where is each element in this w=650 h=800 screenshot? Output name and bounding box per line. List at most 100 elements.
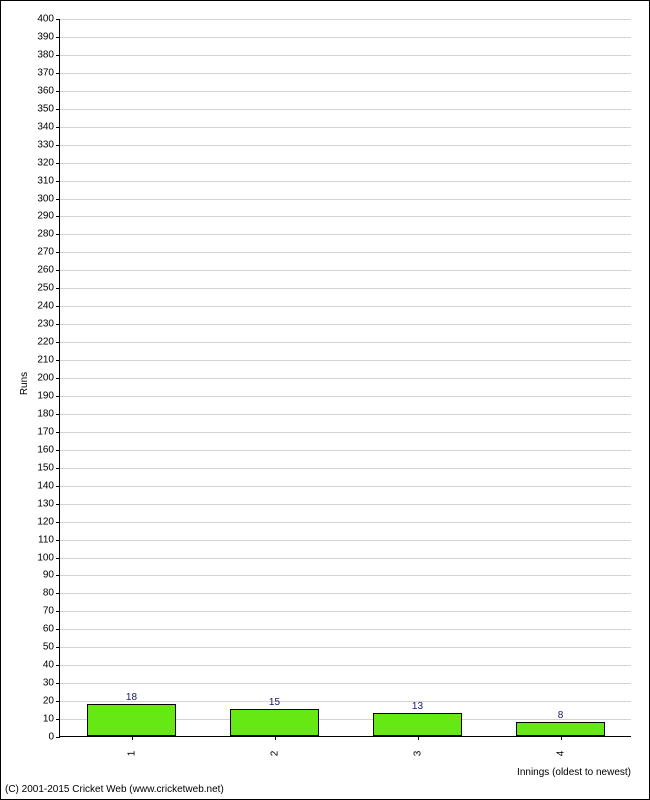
y-tick-mark	[56, 163, 60, 164]
y-tick-label: 230	[37, 319, 54, 330]
gridline	[60, 665, 631, 666]
y-tick-mark	[56, 629, 60, 630]
y-tick-mark	[56, 701, 60, 702]
y-tick-mark	[56, 55, 60, 56]
gridline	[60, 342, 631, 343]
gridline	[60, 324, 631, 325]
y-tick-mark	[56, 665, 60, 666]
gridline	[60, 450, 631, 451]
gridline	[60, 683, 631, 684]
y-tick-mark	[56, 450, 60, 451]
x-tick-mark	[132, 736, 133, 740]
y-tick-label: 80	[43, 588, 54, 599]
y-tick-label: 240	[37, 301, 54, 312]
gridline	[60, 486, 631, 487]
y-tick-mark	[56, 468, 60, 469]
y-tick-mark	[56, 324, 60, 325]
y-tick-label: 70	[43, 606, 54, 617]
y-tick-mark	[56, 306, 60, 307]
y-axis-title: Runs	[19, 372, 30, 395]
y-tick-mark	[56, 504, 60, 505]
y-tick-label: 170	[37, 426, 54, 437]
y-tick-label: 0	[48, 732, 54, 743]
y-tick-mark	[56, 342, 60, 343]
y-tick-label: 280	[37, 229, 54, 240]
gridline	[60, 37, 631, 38]
y-tick-mark	[56, 127, 60, 128]
y-tick-mark	[56, 522, 60, 523]
gridline	[60, 504, 631, 505]
x-tick-label: 1	[126, 751, 137, 757]
y-tick-mark	[56, 558, 60, 559]
y-tick-label: 390	[37, 31, 54, 42]
gridline	[60, 109, 631, 110]
x-tick-label: 2	[269, 751, 280, 757]
y-tick-label: 130	[37, 498, 54, 509]
y-tick-label: 150	[37, 462, 54, 473]
bar-value-label: 15	[269, 697, 280, 708]
y-tick-label: 250	[37, 283, 54, 294]
x-tick-label: 3	[412, 751, 423, 757]
x-axis-title: Innings (oldest to newest)	[517, 767, 631, 778]
bar: 18	[87, 704, 176, 736]
y-tick-label: 10	[43, 714, 54, 725]
plot-area: 0102030405060708090100110120130140150160…	[59, 19, 631, 737]
y-tick-label: 140	[37, 480, 54, 491]
gridline	[60, 396, 631, 397]
gridline	[60, 540, 631, 541]
gridline	[60, 252, 631, 253]
y-tick-label: 260	[37, 265, 54, 276]
gridline	[60, 378, 631, 379]
gridline	[60, 234, 631, 235]
y-tick-mark	[56, 432, 60, 433]
y-tick-label: 50	[43, 642, 54, 653]
y-tick-mark	[56, 19, 60, 20]
y-tick-mark	[56, 360, 60, 361]
y-tick-label: 20	[43, 696, 54, 707]
gridline	[60, 414, 631, 415]
bar: 13	[373, 713, 462, 736]
gridline	[60, 145, 631, 146]
y-tick-label: 270	[37, 247, 54, 258]
y-tick-mark	[56, 270, 60, 271]
y-tick-mark	[56, 109, 60, 110]
bar-value-label: 18	[126, 692, 137, 703]
y-tick-mark	[56, 234, 60, 235]
y-tick-mark	[56, 91, 60, 92]
bar-value-label: 8	[558, 710, 564, 721]
y-tick-mark	[56, 414, 60, 415]
bar: 15	[230, 709, 319, 736]
y-tick-label: 300	[37, 193, 54, 204]
y-tick-label: 350	[37, 103, 54, 114]
y-tick-mark	[56, 647, 60, 648]
y-tick-label: 40	[43, 660, 54, 671]
y-tick-label: 110	[38, 534, 54, 545]
y-tick-mark	[56, 486, 60, 487]
gridline	[60, 216, 631, 217]
gridline	[60, 127, 631, 128]
gridline	[60, 629, 631, 630]
y-tick-label: 90	[43, 570, 54, 581]
y-tick-label: 330	[37, 139, 54, 150]
y-tick-label: 30	[43, 678, 54, 689]
y-tick-mark	[56, 611, 60, 612]
y-tick-label: 100	[37, 552, 54, 563]
y-tick-label: 220	[37, 337, 54, 348]
y-tick-mark	[56, 396, 60, 397]
gridline	[60, 468, 631, 469]
y-tick-mark	[56, 216, 60, 217]
y-tick-label: 190	[37, 390, 54, 401]
gridline	[60, 19, 631, 20]
y-tick-mark	[56, 540, 60, 541]
gridline	[60, 647, 631, 648]
gridline	[60, 288, 631, 289]
y-tick-label: 380	[37, 49, 54, 60]
y-tick-mark	[56, 593, 60, 594]
gridline	[60, 575, 631, 576]
y-tick-label: 120	[37, 516, 54, 527]
y-tick-label: 360	[37, 85, 54, 96]
y-tick-label: 60	[43, 624, 54, 635]
y-tick-label: 310	[37, 175, 54, 186]
gridline	[60, 55, 631, 56]
bar-value-label: 13	[412, 701, 423, 712]
